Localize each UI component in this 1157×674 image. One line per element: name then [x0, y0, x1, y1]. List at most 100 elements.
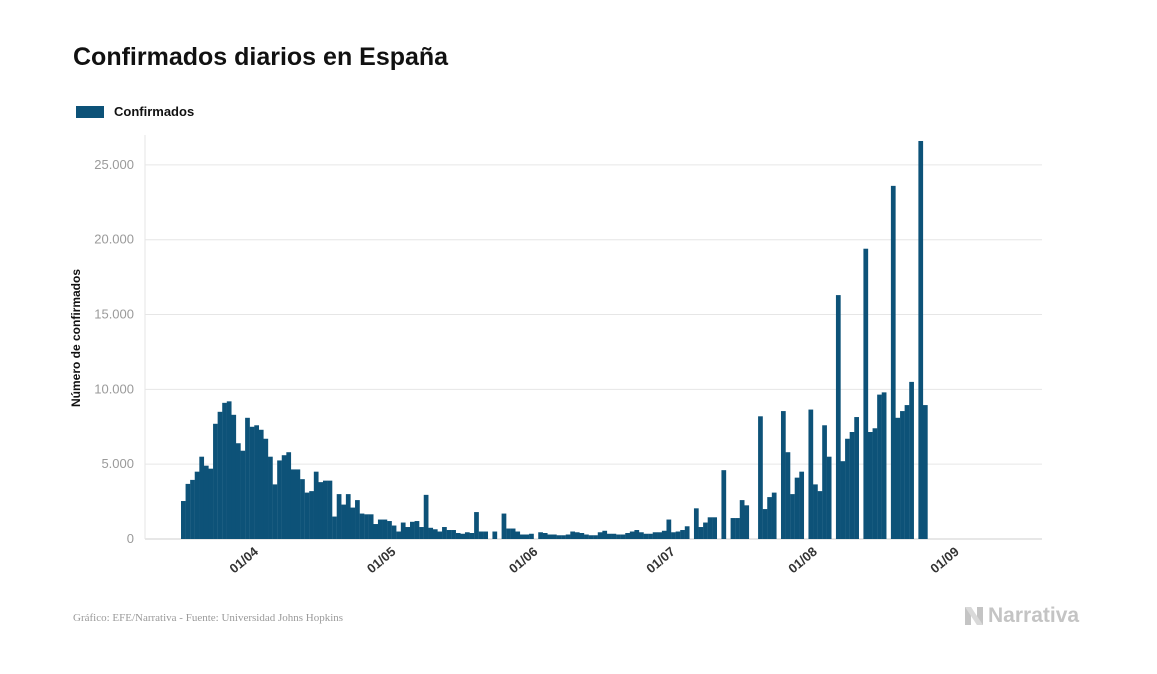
- bar: [263, 438, 269, 539]
- bar: [322, 480, 328, 539]
- bar: [565, 534, 571, 539]
- bar: [671, 532, 676, 539]
- y-tick-label: 25.000: [94, 157, 134, 172]
- bar: [675, 531, 681, 539]
- bar: [355, 500, 360, 539]
- bar: [588, 535, 594, 539]
- bar: [643, 533, 649, 539]
- bar: [684, 526, 690, 539]
- bar: [423, 494, 429, 539]
- bar: [808, 409, 814, 539]
- bar: [478, 531, 484, 539]
- bar: [235, 443, 241, 539]
- x-tick-label: 01/05: [364, 544, 399, 576]
- bar: [350, 507, 356, 539]
- bar: [547, 534, 553, 539]
- bar: [730, 518, 736, 539]
- bar: [854, 417, 859, 539]
- bar: [451, 530, 456, 539]
- bar: [698, 527, 704, 539]
- bar: [332, 516, 337, 539]
- bar: [840, 461, 846, 539]
- bar: [410, 521, 415, 539]
- bar: [616, 534, 621, 539]
- bar: [890, 185, 896, 539]
- bar: [868, 432, 873, 539]
- bar: [396, 531, 401, 539]
- y-tick-label: 0: [127, 531, 134, 546]
- bar: [542, 533, 548, 539]
- bar: [611, 533, 617, 539]
- bar: [194, 471, 200, 539]
- bar: [318, 482, 324, 539]
- bar: [629, 531, 635, 539]
- bar: [483, 531, 489, 539]
- bar: [570, 531, 576, 539]
- bar: [510, 528, 516, 539]
- bar: [249, 426, 255, 539]
- bar: [254, 425, 260, 539]
- bar: [822, 425, 827, 539]
- bar: [849, 432, 855, 539]
- bar: [304, 492, 310, 539]
- bar: [203, 465, 209, 539]
- bar: [657, 532, 663, 539]
- bar: [277, 460, 282, 539]
- bar: [290, 469, 296, 539]
- bar: [661, 530, 667, 539]
- bar: [922, 405, 928, 539]
- bar: [460, 533, 466, 539]
- bar: [181, 501, 186, 539]
- bar: [519, 534, 525, 539]
- bar: [767, 497, 772, 539]
- bar: [524, 534, 530, 539]
- bar: [245, 417, 250, 539]
- bar: [281, 455, 287, 539]
- bar: [739, 500, 745, 539]
- bar: [213, 423, 218, 539]
- bar: [845, 438, 850, 539]
- bar: [579, 533, 585, 539]
- y-axis-title: Número de confirmados: [69, 269, 83, 407]
- brand-logo: Narrativa: [964, 604, 1079, 628]
- x-tick-label: 01/04: [226, 543, 261, 576]
- bar: [217, 411, 223, 539]
- bar: [597, 532, 603, 539]
- bar: [313, 471, 319, 539]
- bar: [185, 483, 191, 539]
- bar: [648, 533, 653, 539]
- bar: [199, 456, 205, 539]
- bar: [501, 513, 507, 539]
- bar: [703, 522, 708, 539]
- bar: [446, 530, 452, 539]
- x-tick-label: 01/07: [643, 544, 678, 576]
- bar: [881, 392, 887, 539]
- bar: [707, 517, 713, 539]
- x-tick-label: 01/08: [785, 544, 820, 576]
- legend-label: Confirmados: [114, 104, 195, 119]
- bar: [813, 484, 818, 539]
- bar: [442, 527, 447, 539]
- bar: [428, 527, 434, 539]
- bar: [382, 519, 388, 539]
- bar: [680, 530, 685, 539]
- bars: [181, 140, 928, 540]
- bar: [336, 494, 342, 539]
- bar: [529, 533, 534, 539]
- bar: [693, 508, 699, 539]
- bar: [826, 456, 832, 539]
- bar: [551, 534, 557, 539]
- bar: [904, 405, 910, 539]
- bar: [258, 429, 264, 539]
- bar: [538, 532, 543, 539]
- bar: [758, 416, 763, 539]
- bar: [872, 428, 878, 539]
- bar: [414, 521, 420, 539]
- bar: [405, 527, 411, 539]
- bar: [419, 527, 424, 539]
- bar: [790, 494, 795, 539]
- bar: [359, 513, 365, 539]
- bar: [208, 468, 214, 539]
- bar: [900, 411, 905, 539]
